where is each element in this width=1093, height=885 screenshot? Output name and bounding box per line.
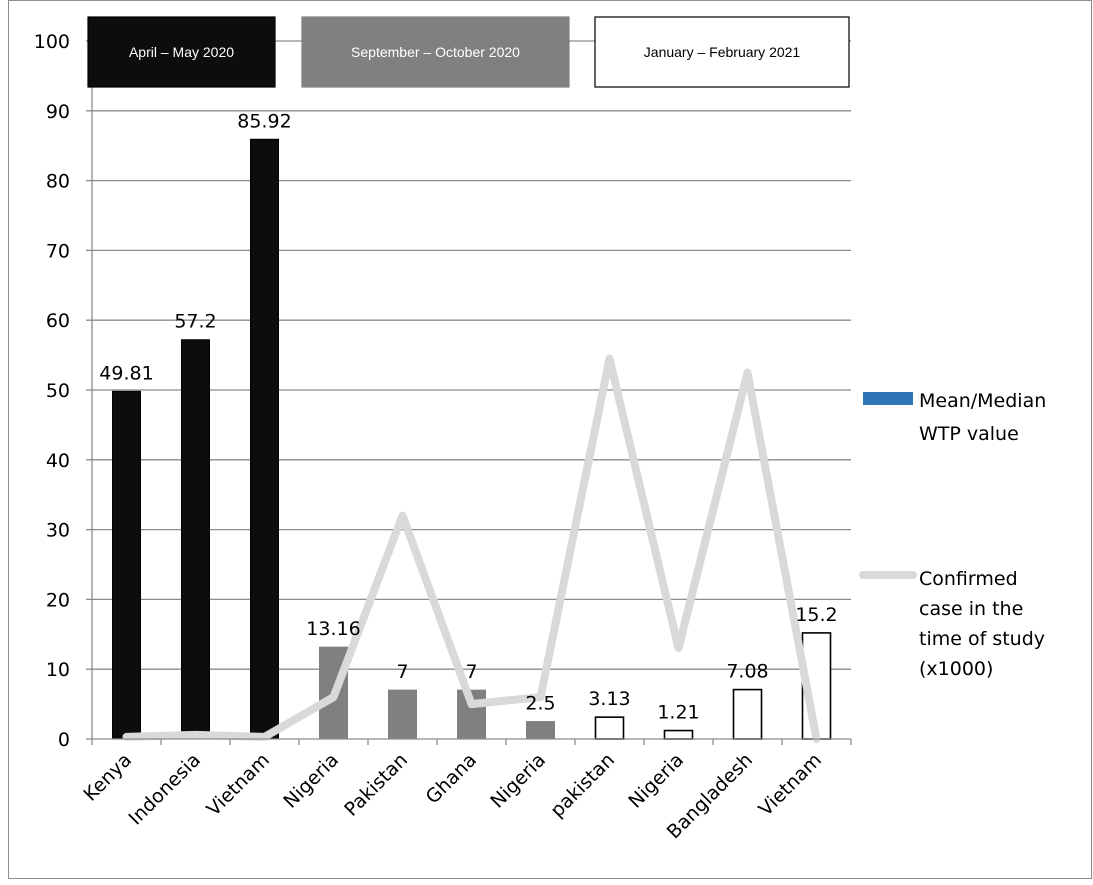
bar bbox=[388, 689, 417, 740]
y-tick-label: 90 bbox=[46, 101, 70, 123]
bar bbox=[112, 390, 141, 740]
data-label: 7.08 bbox=[726, 661, 768, 683]
data-label: 57.2 bbox=[174, 311, 216, 333]
legend-bar-swatch bbox=[863, 392, 913, 405]
y-tick-label: 50 bbox=[46, 380, 70, 402]
legend-line-label: case in the bbox=[919, 598, 1023, 620]
line-layer bbox=[122, 354, 821, 743]
y-tick-label: 10 bbox=[46, 659, 70, 681]
data-label: 2.5 bbox=[525, 693, 555, 715]
confirmed-case-line bbox=[122, 354, 821, 743]
period-box bbox=[594, 16, 850, 88]
bar bbox=[663, 729, 694, 740]
period-band-layer: April – May 2020 September – October 2020… bbox=[87, 16, 850, 88]
data-label: 3.13 bbox=[588, 688, 630, 710]
bar bbox=[732, 688, 763, 740]
legend-line-label: time of study bbox=[919, 628, 1045, 650]
legend-layer: Mean/Median WTP value Confirmed case in the… bbox=[859, 390, 1046, 680]
y-tick-label: 60 bbox=[46, 310, 70, 332]
period-label: April – May 2020 bbox=[129, 44, 234, 60]
y-tick-label: 0 bbox=[58, 729, 70, 751]
period-label: January – February 2021 bbox=[644, 44, 801, 60]
data-label: 7 bbox=[465, 661, 477, 683]
data-label: 1.21 bbox=[657, 702, 699, 724]
bar bbox=[181, 339, 210, 740]
y-tick-label: 100 bbox=[34, 31, 70, 53]
y-tick-label: 40 bbox=[46, 450, 70, 472]
y-tick-label: 30 bbox=[46, 520, 70, 542]
period-label: September – October 2020 bbox=[351, 44, 520, 60]
data-label: 15.2 bbox=[795, 604, 837, 626]
y-tick-label: 80 bbox=[46, 171, 70, 193]
period-box bbox=[301, 16, 570, 88]
data-label: 13.16 bbox=[306, 618, 360, 640]
data-label: 85.92 bbox=[237, 110, 291, 132]
y-tick-label: 70 bbox=[46, 240, 70, 262]
period-box bbox=[87, 16, 276, 88]
y-tick-label: 20 bbox=[46, 589, 70, 611]
data-label: 49.81 bbox=[99, 362, 153, 384]
data-label: 7 bbox=[396, 661, 408, 683]
bar bbox=[250, 138, 279, 740]
bar bbox=[526, 721, 555, 740]
legend-bar-label: WTP value bbox=[919, 423, 1019, 445]
legend-bar-label: Mean/Median bbox=[919, 390, 1046, 412]
legend-line-label: (x1000) bbox=[919, 658, 993, 680]
bar bbox=[594, 716, 625, 740]
legend-line-label: Confirmed bbox=[919, 568, 1018, 590]
axis-layer: 0 10 20 30 40 50 60 70 80 90 100 bbox=[34, 31, 852, 751]
